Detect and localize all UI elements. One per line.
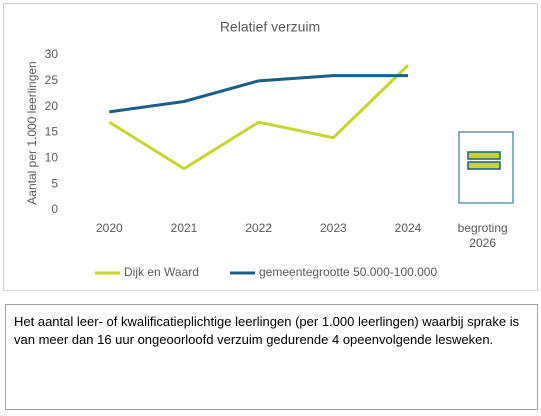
line-series <box>109 74 408 114</box>
y-tick-label: 20 <box>45 99 59 113</box>
x-tick-label: 2022 <box>245 221 272 235</box>
x-tick-label: 2024 <box>394 221 422 235</box>
x-tick-label: 2023 <box>319 221 347 235</box>
legend-label: gemeentegrootte 50.000-100.000 <box>259 265 437 279</box>
line-series <box>108 64 410 171</box>
y-tick-label: 30 <box>45 47 59 61</box>
y-tick-label: 10 <box>45 151 59 165</box>
chart-title: Relatief verzuim <box>220 19 320 35</box>
x-tick-label: 2021 <box>170 221 198 235</box>
y-tick-label: 15 <box>45 125 59 139</box>
y-tick-label: 5 <box>51 176 58 190</box>
legend-label: Dijk en Waard <box>124 265 199 279</box>
x-tick-label: begroting 2026 <box>457 221 508 250</box>
y-tick-label: 25 <box>45 73 59 87</box>
y-tick-label: 0 <box>51 202 58 216</box>
y-axis-label: Aantal per 1.000 leerlingen <box>25 61 39 204</box>
indicator-icon <box>458 131 514 204</box>
chart-frame <box>3 3 538 291</box>
chart: Relatief verzuim Aantal per 1.000 leerli… <box>25 19 514 279</box>
note: Het aantal leer- of kwalificatieplichtig… <box>5 304 538 410</box>
x-tick-label: 2020 <box>95 221 123 235</box>
